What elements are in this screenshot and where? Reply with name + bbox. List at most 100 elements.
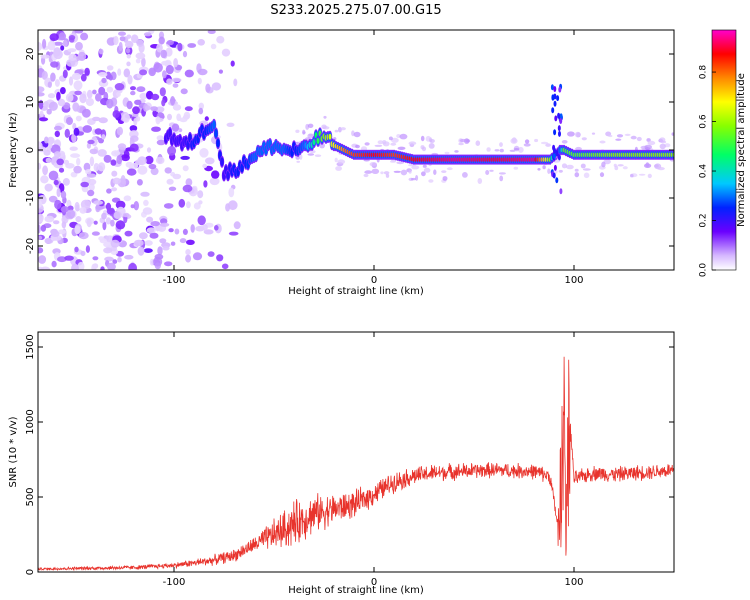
- spectrogram-cell: [165, 64, 174, 75]
- spectrogram-cell: [136, 179, 143, 186]
- spectrogram-cell: [172, 173, 182, 180]
- spectrogram-cell: [185, 249, 191, 256]
- spectrogram-cell: [137, 246, 145, 256]
- spectrogram-cell: [616, 134, 624, 138]
- spectrogram-cell: [421, 171, 426, 177]
- spectrogram-cell: [396, 161, 405, 165]
- spectrogram-cell: [40, 266, 50, 270]
- spectrogram-cell: [89, 156, 95, 167]
- spectrogram-cell: [393, 170, 401, 173]
- spectrogram-cell: [48, 195, 58, 203]
- spectrogram-cell: [97, 149, 107, 157]
- spectrogram-cell: [162, 70, 167, 79]
- spectrogram-cell: [340, 127, 346, 131]
- spectrogram-cell: [70, 171, 78, 178]
- spectrogram-cell: [87, 189, 95, 197]
- spectrogram-cell: [61, 221, 67, 229]
- spectrogram-cell: [117, 256, 122, 263]
- spectrogram-cell: [38, 213, 44, 223]
- spectrogram-cell: [574, 168, 579, 172]
- spectrogram-cell: [56, 187, 61, 198]
- spectrogram-cell: [38, 42, 43, 51]
- spectrogram-cell: [127, 74, 133, 85]
- spectrogram-cell: [122, 113, 131, 123]
- spectrogram-cell: [135, 52, 146, 60]
- spectrogram-cell: [66, 209, 76, 219]
- spectrogram-cell: [622, 166, 628, 170]
- spectrogram-ridge: [163, 83, 674, 195]
- spectrogram-cell: [106, 86, 114, 93]
- spectrogram-cell: [135, 58, 141, 64]
- spectrogram-cell: [124, 40, 134, 49]
- spectrogram-cell: [86, 218, 92, 228]
- spectrogram-cell: [334, 157, 338, 163]
- colorbar-ticks: 0.0 0.2 0.4 0.6 0.8: [699, 65, 716, 277]
- spectrogram-cell: [499, 175, 504, 182]
- spectrogram-cell: [93, 163, 100, 172]
- spectrogram-cell: [48, 101, 58, 111]
- spectrogram-cell: [160, 49, 167, 59]
- y-tick-label: 1500: [25, 334, 36, 359]
- spectrogram-cell: [101, 77, 107, 84]
- spectrogram-y-ticks: -20 -10 0 10 20: [25, 48, 674, 254]
- spectrogram-cell: [198, 200, 203, 205]
- spectrogram-cell: [151, 93, 160, 101]
- y-tick-label: 1000: [25, 409, 36, 434]
- spectrogram-cell: [50, 72, 56, 82]
- spectrogram-cell: [167, 145, 177, 156]
- spectrogram-cell: [74, 201, 80, 212]
- spectrogram-cell: [79, 206, 87, 214]
- spectrogram-cell: [105, 217, 112, 225]
- ridge-cell: [553, 152, 556, 159]
- spectrogram-cell: [139, 232, 148, 240]
- spectrogram-cell: [125, 48, 131, 54]
- spectrogram-cell: [114, 83, 125, 91]
- spectrogram-cell: [233, 78, 238, 87]
- spectrogram-cell: [38, 117, 49, 122]
- snr-y-ticks: 0 500 1000 1500: [25, 334, 674, 575]
- spectrogram-cell: [228, 187, 235, 198]
- spectrogram-cell: [102, 221, 107, 231]
- spectrogram-cell: [214, 225, 219, 231]
- spectrogram-cell: [137, 156, 147, 166]
- spectrogram-cell: [566, 164, 574, 170]
- spectrogram-cell: [415, 175, 419, 181]
- spectrogram-cell: [92, 116, 101, 122]
- spectrogram-cell: [38, 247, 44, 254]
- x-tick-label: -100: [163, 275, 186, 286]
- spectrogram-cell: [537, 168, 541, 171]
- spectrogram-cell: [38, 99, 44, 110]
- spectrogram-cell: [168, 228, 174, 233]
- ridge-cell: [554, 115, 558, 122]
- spectrogram-cell: [53, 41, 63, 46]
- spectrogram-cell: [203, 229, 214, 235]
- spectrogram-cell: [92, 89, 97, 95]
- spectrogram-cell: [62, 40, 68, 47]
- spectrogram-cell: [296, 160, 301, 163]
- colorbar: 0.0 0.2 0.4 0.6 0.8 Normalized spectral ampl…: [699, 29, 747, 277]
- spectrogram-cell: [97, 162, 106, 172]
- spectrogram-cell: [210, 43, 217, 50]
- spectrogram-cell: [86, 142, 91, 149]
- spectrogram-cell: [79, 93, 87, 104]
- ridge-cell: [558, 86, 562, 93]
- spectrogram-cell: [106, 98, 114, 109]
- spectrogram-cell: [49, 33, 59, 41]
- spectrogram-cell: [73, 127, 80, 136]
- spectrogram-cell: [74, 246, 79, 253]
- spectrogram-cell: [201, 224, 208, 231]
- ridge-cell: [216, 140, 220, 147]
- spectrogram-cell: [307, 153, 315, 156]
- spectrogram-cells: [38, 30, 674, 270]
- spectrogram-cell: [38, 255, 47, 264]
- x-tick-label: 100: [564, 275, 583, 286]
- spectrogram-cell: [128, 262, 137, 270]
- spectrogram-cell: [547, 168, 551, 174]
- spectrogram-cell: [657, 167, 665, 171]
- spectrogram-cell: [88, 183, 95, 192]
- spectrogram-cell: [574, 131, 581, 138]
- spectrogram-cell: [599, 140, 606, 144]
- spectrogram-cell: [54, 130, 60, 138]
- spectrogram-cell: [615, 138, 622, 141]
